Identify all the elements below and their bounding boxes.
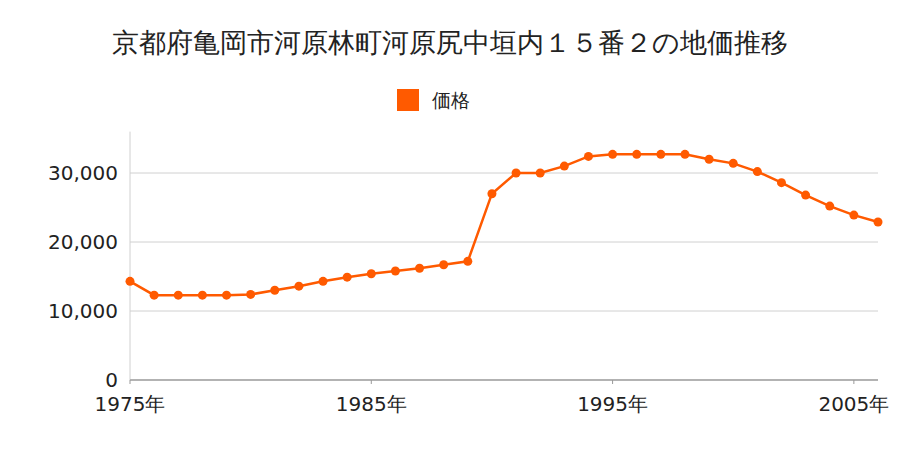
marker — [463, 257, 472, 266]
marker — [777, 178, 786, 187]
marker — [150, 291, 159, 300]
marker — [246, 290, 255, 299]
marker — [825, 202, 834, 211]
marker — [729, 159, 738, 168]
marker — [801, 191, 810, 200]
marker — [367, 269, 376, 278]
marker — [512, 169, 521, 178]
grid-line — [130, 311, 878, 312]
marker — [874, 217, 883, 226]
grid-line — [130, 242, 878, 243]
line — [130, 154, 878, 295]
marker — [584, 152, 593, 161]
marker — [294, 282, 303, 291]
marker — [680, 150, 689, 159]
x-tick-label: 1975年 — [95, 392, 166, 416]
title: 京都府亀岡市河原林町河原尻中垣内１５番２の地価推移 — [112, 27, 788, 58]
marker — [319, 277, 328, 286]
marker — [608, 150, 617, 159]
marker — [753, 167, 762, 176]
x-tick-label: 2005年 — [818, 392, 889, 416]
x-tick-label: 1995年 — [577, 392, 648, 416]
grid-line — [130, 380, 878, 381]
marker — [705, 155, 714, 164]
marker — [270, 286, 279, 295]
x-tick — [371, 380, 372, 384]
x-tick-label: 1985年 — [336, 392, 407, 416]
x-tick — [130, 380, 131, 384]
marker — [391, 266, 400, 275]
legend: 価格 — [397, 89, 470, 111]
marker — [656, 150, 665, 159]
legend-label: 価格 — [432, 89, 470, 111]
plot-area — [126, 150, 883, 300]
legend-swatch — [397, 89, 419, 111]
marker — [415, 264, 424, 273]
marker — [487, 189, 496, 198]
y-tick-label: 10,000 — [48, 299, 118, 323]
marker — [439, 260, 448, 269]
marker — [849, 211, 858, 220]
marker — [343, 273, 352, 282]
marker — [632, 150, 641, 159]
y-tick-label: 30,000 — [48, 161, 118, 185]
y-axis-line — [130, 132, 131, 380]
marker — [174, 291, 183, 300]
marker — [560, 162, 569, 171]
x-axis-line — [130, 380, 878, 381]
grid-line — [130, 173, 878, 174]
marker — [222, 291, 231, 300]
marker — [536, 169, 545, 178]
y-tick-label: 20,000 — [48, 230, 118, 254]
x-tick — [612, 380, 613, 384]
chart: 京都府亀岡市河原林町河原尻中垣内１５番２の地価推移 0 10,000 20,000 30… — [0, 0, 900, 450]
marker — [198, 291, 207, 300]
x-tick — [853, 380, 854, 384]
marker — [126, 277, 135, 286]
y-tick-label: 0 — [105, 368, 118, 392]
